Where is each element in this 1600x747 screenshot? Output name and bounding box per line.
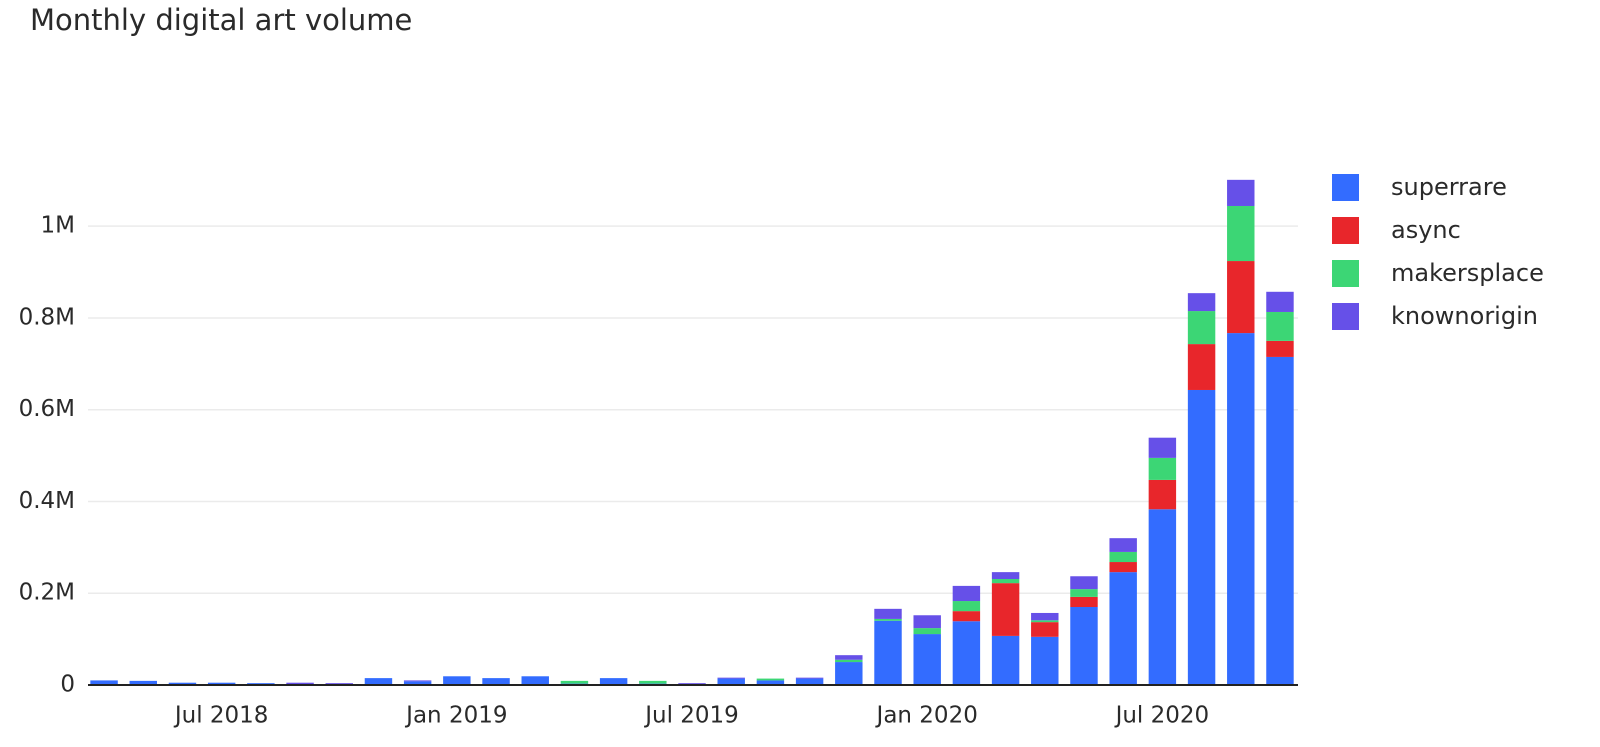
bar-segment	[364, 678, 393, 685]
bar-segment	[795, 678, 824, 685]
bar-segment	[991, 583, 1020, 636]
bar-segment	[521, 676, 549, 685]
bar-segment	[952, 621, 981, 685]
bar-segment	[1109, 538, 1137, 552]
bar-segment	[835, 655, 863, 660]
y-tick-label: 0.4M	[19, 488, 75, 514]
bar-segment	[991, 635, 1020, 685]
bar-segment	[90, 680, 118, 685]
bar-segment	[874, 618, 902, 621]
x-tick-label: Jan 2020	[875, 703, 978, 729]
legend-swatch	[1332, 174, 1359, 201]
legend-swatch	[1332, 303, 1359, 330]
bar-segment	[1109, 551, 1137, 563]
bar-segment	[913, 615, 941, 629]
bar-segment	[1109, 572, 1137, 685]
bar-segment	[1187, 344, 1216, 390]
bar-segment	[403, 681, 432, 685]
bar-segment	[952, 611, 981, 622]
bar-segment	[129, 680, 157, 685]
bar-segment	[639, 680, 667, 684]
bar-segment	[717, 677, 745, 679]
bar-segment	[1187, 311, 1216, 345]
bar-segment	[1227, 179, 1255, 206]
chart-title: Monthly digital art volume	[30, 3, 412, 37]
x-tick-label: Jul 2018	[173, 703, 269, 729]
y-tick-label: 0.2M	[19, 580, 75, 606]
bar-segment	[1070, 607, 1098, 685]
bar-segment	[1070, 576, 1098, 590]
bar-segment	[1187, 293, 1216, 312]
bar-segment	[913, 628, 941, 635]
bar-segment	[1266, 311, 1294, 341]
bar-segment	[835, 659, 863, 663]
bar-segment	[874, 608, 902, 619]
bar-segment	[1227, 333, 1255, 685]
y-tick-label: 0.8M	[19, 304, 75, 330]
legend-swatch	[1332, 217, 1359, 244]
bar-segment	[1031, 612, 1059, 621]
bar-segment	[1148, 509, 1177, 685]
bar-segment	[1031, 620, 1059, 623]
bar-segment	[874, 620, 902, 685]
bar-segment	[756, 678, 785, 681]
bar-segment	[1266, 356, 1294, 685]
bar-segment	[1031, 622, 1059, 637]
legend-label: superrare	[1391, 173, 1507, 201]
x-tick-label: Jan 2019	[404, 703, 507, 729]
bar-segment	[560, 680, 589, 684]
bar-segment	[1266, 291, 1294, 312]
bar-segment	[1148, 457, 1177, 480]
bar-segment	[952, 585, 981, 602]
bar-segment	[286, 682, 314, 685]
bar-segment	[1148, 479, 1177, 510]
bar-segment	[599, 678, 628, 685]
bar-segment	[1227, 205, 1255, 262]
bar-segment	[1266, 340, 1294, 357]
bar-segment	[207, 682, 236, 685]
bar-segment	[1187, 389, 1216, 685]
bar-segment	[835, 662, 863, 685]
bar-segment	[443, 676, 471, 685]
y-tick-label: 0	[60, 672, 75, 698]
bar-segment	[168, 682, 197, 685]
bar-segment	[1070, 596, 1098, 607]
bar-segment	[403, 680, 432, 682]
bar-segment	[1070, 589, 1098, 597]
bar-segment	[913, 634, 941, 685]
bar-segment	[991, 579, 1020, 584]
bar-segment	[482, 678, 510, 685]
bar-segment	[991, 572, 1020, 580]
legend-label: async	[1391, 216, 1461, 244]
bar-segment	[717, 678, 745, 685]
bar-segment	[952, 601, 981, 612]
bar-segment	[795, 677, 824, 679]
y-tick-label: 0.6M	[19, 396, 75, 422]
bar-segment	[1148, 437, 1177, 458]
legend-label: knownorigin	[1391, 302, 1538, 330]
bar-segment	[1109, 562, 1137, 573]
legend-label: makersplace	[1391, 259, 1544, 287]
x-tick-label: Jul 2020	[1114, 703, 1210, 729]
legend-swatch	[1332, 260, 1359, 287]
bar-segment	[756, 680, 785, 685]
bar-segment	[1227, 261, 1255, 334]
bar-segment	[1031, 636, 1059, 685]
x-tick-label: Jul 2019	[643, 703, 739, 729]
y-tick-label: 1M	[41, 213, 75, 239]
